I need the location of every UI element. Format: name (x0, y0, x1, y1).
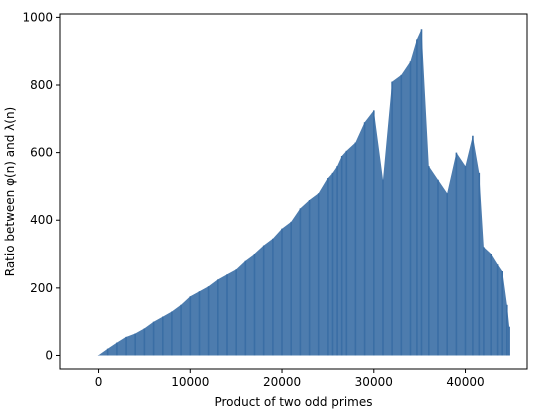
plot-area (97, 29, 510, 356)
y-tick-label-2: 400 (30, 213, 53, 227)
y-tick-label-0: 0 (45, 348, 53, 362)
x-tick-label-3: 30000 (355, 375, 393, 389)
series-0-fill (98, 29, 510, 356)
x-tick-label-1: 10000 (171, 375, 209, 389)
plot-frame (59, 13, 528, 370)
y-tick-label-3: 600 (30, 146, 53, 160)
y-axis: 0 200 400 600 800 1000 (22, 10, 60, 362)
y-tick-label-4: 800 (30, 78, 53, 92)
x-tick-label-4: 40000 (446, 375, 484, 389)
x-axis-label: Product of two odd primes (214, 395, 372, 409)
x-axis: 0 10000 20000 30000 40000 (95, 369, 485, 389)
x-tick-label-0: 0 (95, 375, 103, 389)
y-tick-label-5: 1000 (22, 10, 53, 24)
x-tick-label-2: 20000 (263, 375, 301, 389)
y-tick-label-1: 200 (30, 281, 53, 295)
y-axis-label: Ratio between φ(n) and λ(n) (3, 107, 17, 277)
